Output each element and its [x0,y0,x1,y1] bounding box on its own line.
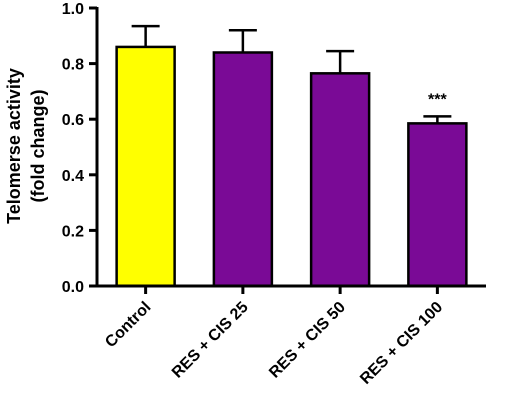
x-tick-label: RES + CIS 50 [266,299,349,382]
y-axis-label-line-1: Telomerse activity [4,68,24,224]
x-axis: Control RES + CIS 25 RES + CIS 50 RES + CIS… [96,284,486,388]
y-axis-label: Telomerse activity (fold change) [4,68,48,224]
x-tick-label: Control [102,299,154,351]
bar [407,122,468,288]
y-axis-label-line-2: (fold change) [28,90,48,203]
y-tick-label: 0.8 [62,57,84,74]
bars: *** [115,24,468,288]
bar [115,45,176,288]
significance-label: *** [428,91,447,108]
x-tick-label: RES + CIS 100 [357,299,446,388]
y-tick-label: 0.0 [62,279,84,296]
y-tick-label: 0.2 [62,223,84,240]
bar [212,51,274,288]
y-tick-label: 0.6 [62,112,84,129]
bar [309,72,371,288]
x-tick-label: RES + CIS 25 [169,299,252,382]
y-tick-label: 0.4 [62,168,84,185]
y-tick-label: 1.0 [62,1,84,18]
y-axis: 0.0 0.2 0.4 0.6 0.8 1.0 [62,1,99,296]
